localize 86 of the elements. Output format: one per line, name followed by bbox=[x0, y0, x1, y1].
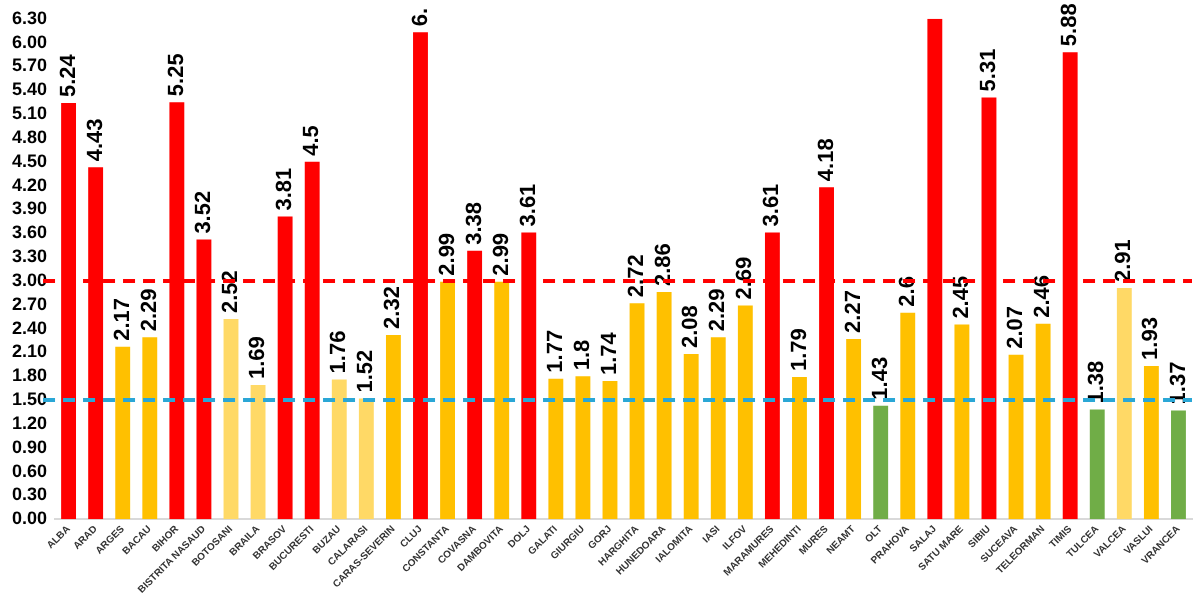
data-label: 5.25 bbox=[164, 53, 189, 97]
y-tick-label: 2.10 bbox=[11, 341, 48, 362]
y-tick-label: 6.00 bbox=[11, 31, 48, 52]
data-label: 1.93 bbox=[1139, 317, 1164, 360]
y-tick-label: 0.90 bbox=[11, 436, 48, 457]
bar bbox=[792, 377, 807, 520]
data-label: 1.43 bbox=[868, 356, 893, 400]
data-label: 2.07 bbox=[1004, 305, 1029, 349]
bar bbox=[737, 305, 753, 520]
data-label: 1.69 bbox=[246, 336, 271, 379]
data-label: 1.76 bbox=[327, 330, 352, 374]
data-label: 2.69 bbox=[733, 256, 758, 300]
bar bbox=[358, 398, 374, 520]
bar bbox=[1171, 410, 1186, 520]
data-label: 2.08 bbox=[679, 305, 704, 348]
data-label: 2.17 bbox=[110, 298, 135, 341]
data-label: 2.99 bbox=[435, 232, 460, 276]
data-label: 1.38 bbox=[1085, 360, 1110, 404]
y-tick-label: 0.00 bbox=[11, 508, 48, 529]
data-label: 4.43 bbox=[83, 118, 108, 162]
y-tick-label: 1.80 bbox=[11, 365, 48, 386]
y-tick-label: 6.30 bbox=[11, 7, 48, 28]
bar bbox=[1143, 365, 1159, 520]
data-label: 2.27 bbox=[841, 290, 866, 333]
data-label: 2.72 bbox=[625, 254, 650, 298]
bar bbox=[142, 337, 158, 520]
data-label: 3.81 bbox=[273, 167, 298, 211]
y-tick-label: 5.10 bbox=[11, 103, 48, 124]
data-label: 2.29 bbox=[137, 288, 162, 332]
bar bbox=[223, 319, 239, 520]
data-label: 4.18 bbox=[814, 138, 839, 182]
data-label: 5.88 bbox=[1058, 3, 1083, 47]
y-tick-label: 3.90 bbox=[11, 198, 48, 219]
bar bbox=[1008, 354, 1024, 520]
y-tick-label: 4.20 bbox=[11, 174, 48, 195]
data-label: 2.32 bbox=[381, 286, 406, 329]
bar bbox=[683, 354, 699, 520]
bar bbox=[846, 338, 862, 520]
data-label: 5.31 bbox=[977, 48, 1002, 92]
data-label: 1.77 bbox=[543, 329, 568, 373]
y-tick-label: 5.40 bbox=[11, 79, 48, 100]
data-label: 2.99 bbox=[489, 232, 514, 276]
y-tick-label: 2.70 bbox=[11, 293, 48, 314]
data-label: 3.38 bbox=[462, 201, 487, 245]
y-tick-label: 1.20 bbox=[11, 412, 48, 433]
data-label: 3.61 bbox=[760, 183, 785, 227]
bar bbox=[548, 378, 564, 520]
y-tick-label: 4.80 bbox=[11, 126, 48, 147]
y-tick-label: 4.50 bbox=[11, 150, 48, 171]
data-label: 6. bbox=[408, 7, 433, 27]
data-label: 4.5 bbox=[300, 125, 325, 156]
data-label: 1.52 bbox=[354, 349, 379, 393]
data-label: 2.91 bbox=[1112, 239, 1137, 283]
bar bbox=[873, 405, 889, 520]
data-label: 5.24 bbox=[56, 52, 81, 97]
y-tick-label: 0.60 bbox=[11, 460, 48, 481]
bar bbox=[1035, 323, 1051, 520]
y-tick-label: 3.60 bbox=[11, 222, 48, 243]
bar bbox=[385, 334, 401, 520]
data-label: 3.61 bbox=[516, 183, 541, 227]
y-tick-label: 3.30 bbox=[11, 246, 48, 267]
data-label: 1.74 bbox=[598, 330, 623, 376]
bar bbox=[440, 281, 455, 520]
bar bbox=[115, 346, 131, 520]
bar bbox=[954, 324, 970, 520]
bar bbox=[629, 303, 645, 520]
bar bbox=[250, 384, 266, 520]
y-tick-label: 0.30 bbox=[11, 484, 48, 505]
data-label: 2.29 bbox=[706, 288, 731, 332]
bar bbox=[602, 381, 618, 520]
bar bbox=[1116, 288, 1132, 520]
data-label: 1.79 bbox=[787, 328, 812, 372]
bar bbox=[1089, 409, 1105, 520]
data-label: 3.52 bbox=[191, 190, 216, 234]
data-label: 2.52 bbox=[219, 270, 244, 314]
y-tick-label: 1.50 bbox=[11, 389, 48, 410]
y-tick-label: 2.40 bbox=[11, 317, 48, 338]
bar bbox=[900, 312, 916, 520]
bar bbox=[710, 337, 726, 520]
bar bbox=[494, 281, 510, 520]
data-label: 1.8 bbox=[570, 339, 595, 371]
y-tick-label: 5.70 bbox=[11, 55, 48, 76]
bar bbox=[656, 292, 672, 520]
bar bbox=[331, 379, 347, 520]
bar bbox=[575, 376, 591, 520]
y-tick-label: 3.00 bbox=[11, 269, 48, 290]
